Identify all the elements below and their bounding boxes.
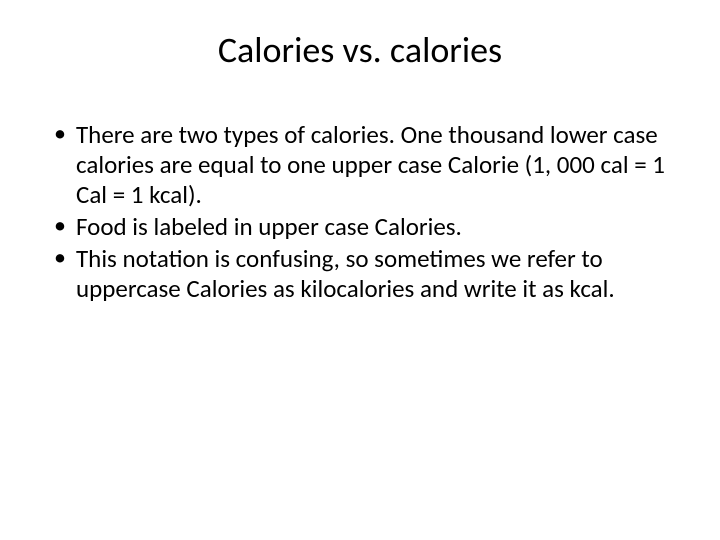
slide-title: Calories vs. calories [48, 28, 672, 72]
list-item: There are two types of calories. One tho… [48, 120, 672, 210]
list-item: This notation is confusing, so sometimes… [48, 244, 672, 304]
list-item: Food is labeled in upper case Calories. [48, 212, 672, 242]
slide-container: Calories vs. calories There are two type… [0, 0, 720, 540]
bullet-list: There are two types of calories. One tho… [48, 120, 672, 304]
